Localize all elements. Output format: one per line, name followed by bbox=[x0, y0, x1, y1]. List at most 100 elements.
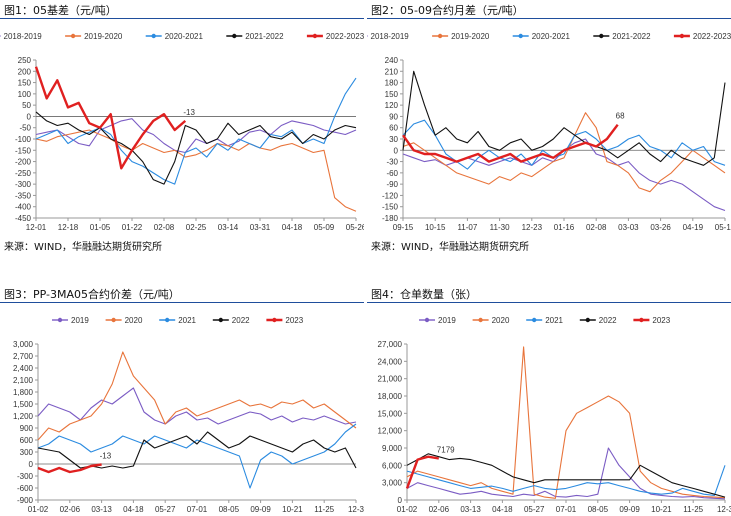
x-tick-label: 01-16 bbox=[554, 223, 575, 232]
y-tick-label: 250 bbox=[18, 56, 32, 65]
line-chart: -900 -600 -300 0 300 600 900 1,200 1,500 1,800 2,1… bbox=[13, 316, 364, 514]
legend-label: 2020-2021 bbox=[532, 32, 571, 41]
legend-item: 2018-2019 bbox=[367, 32, 409, 41]
x-tick-label: 09-09 bbox=[250, 505, 271, 514]
series-line bbox=[37, 423, 357, 489]
legend-label: 2022-2023 bbox=[326, 32, 364, 41]
line-chart: -450 -400 -350 -300 -250 -200 -150 -100 -50 0 50 10… bbox=[0, 32, 364, 232]
x-tick-label: 12-18 bbox=[58, 223, 79, 232]
legend-label: 2021 bbox=[545, 316, 563, 325]
y-tick-label: 2,700 bbox=[13, 352, 34, 361]
y-tick-label: -400 bbox=[15, 203, 32, 212]
y-tick-label: 30 bbox=[389, 135, 398, 144]
y-tick-label: -180 bbox=[382, 214, 399, 223]
x-tick-label: 05-27 bbox=[155, 505, 176, 514]
data-label: -13 bbox=[100, 452, 112, 461]
y-tick-label: 12,000 bbox=[378, 427, 403, 436]
y-tick-label: 1,800 bbox=[13, 388, 34, 397]
y-tick-label: 27,000 bbox=[378, 340, 403, 349]
y-tick-label: 90 bbox=[389, 112, 398, 121]
x-tick-label: 11-30 bbox=[490, 223, 510, 232]
x-tick-label: 08-05 bbox=[219, 505, 240, 514]
series-line bbox=[35, 118, 357, 154]
series-line bbox=[402, 70, 726, 166]
x-tick-label: 03-26 bbox=[650, 223, 671, 232]
line-chart: -180 -150 -120 -90 -60 -30 0 30 60 90 120 150 180 210… bbox=[367, 32, 731, 232]
legend-label: 2022 bbox=[599, 316, 617, 325]
legend-marker bbox=[437, 33, 443, 39]
x-tick-label: 07-01 bbox=[556, 505, 577, 514]
x-tick-label: 07-01 bbox=[187, 505, 208, 514]
legend-marker bbox=[518, 33, 523, 39]
legend-item: 2019-2020 bbox=[65, 32, 123, 41]
legend-marker bbox=[272, 317, 277, 323]
legend-item: 2019 bbox=[52, 316, 89, 325]
x-tick-label: 05-09 bbox=[314, 223, 335, 232]
legend-item: 2020-2021 bbox=[512, 32, 571, 41]
y-tick-label: 200 bbox=[18, 67, 32, 76]
chart-panel-3: 图3：PP-3MA05合约价差（元/吨） -900 -600 -300 0 300 600… bbox=[0, 284, 364, 516]
legend-item: 2022 bbox=[579, 316, 617, 325]
legend-item: 2021-2022 bbox=[226, 32, 284, 41]
legend-label: 2023 bbox=[652, 316, 670, 325]
series-line bbox=[37, 431, 357, 469]
y-tick-label: -600 bbox=[17, 484, 34, 493]
y-tick-label: -300 bbox=[17, 472, 34, 481]
y-tick-label: -200 bbox=[15, 158, 32, 167]
legend-item: 2022 bbox=[212, 316, 250, 325]
y-tick-label: -120 bbox=[382, 191, 399, 200]
series-line bbox=[37, 463, 102, 474]
legend-label: 2020 bbox=[492, 316, 510, 325]
x-tick-label: 01-02 bbox=[28, 505, 49, 514]
legend-item: 2023 bbox=[633, 316, 671, 325]
y-tick-label: 3,000 bbox=[13, 340, 34, 349]
x-tick-label: 12-23 bbox=[522, 223, 543, 232]
y-tick-label: 2,100 bbox=[13, 376, 34, 385]
x-tick-label: 02-06 bbox=[60, 505, 81, 514]
y-tick-label: 0 bbox=[27, 112, 32, 121]
x-tick-label: 02-08 bbox=[154, 223, 175, 232]
x-tick-label: 02-08 bbox=[586, 223, 607, 232]
legend-item: 2019 bbox=[419, 316, 456, 325]
y-tick-label: 15,000 bbox=[378, 409, 403, 418]
chart-title: 图2：05-09合约月差（元/吨） bbox=[371, 4, 524, 17]
legend-label: 2018-2019 bbox=[4, 32, 43, 41]
chart-panel-1: 图1：05基差（元/吨） -450 -400 -350 -300 -250 -200 -15… bbox=[0, 0, 364, 256]
y-tick-label: 0 bbox=[29, 460, 34, 469]
series-line bbox=[34, 66, 187, 170]
legend-item: 2020-2021 bbox=[145, 32, 204, 41]
y-tick-label: 2,400 bbox=[13, 364, 34, 373]
x-tick-label: 03-31 bbox=[250, 223, 271, 232]
legend-item: 2020 bbox=[472, 316, 510, 325]
x-tick-label: 10-15 bbox=[425, 223, 446, 232]
legend-marker bbox=[679, 33, 685, 39]
x-tick-label: 01-05 bbox=[90, 223, 111, 232]
series-line bbox=[406, 465, 726, 496]
series-line bbox=[405, 455, 440, 489]
legend-marker bbox=[232, 33, 237, 39]
y-tick-label: -450 bbox=[15, 214, 32, 223]
x-tick-label: 12-3 bbox=[348, 505, 364, 514]
y-tick-label: -300 bbox=[15, 180, 32, 189]
data-label: -13 bbox=[183, 108, 195, 117]
chart-title: 图3：PP-3MA05合约价差（元/吨） bbox=[4, 288, 180, 301]
y-tick-label: 24,000 bbox=[378, 357, 403, 366]
legend-label: 2019 bbox=[71, 316, 89, 325]
legend-label: 2020 bbox=[125, 316, 143, 325]
line-chart: 0 3,000 6,000 9,000 12,000 15,000 18,000 21,000… bbox=[378, 316, 731, 514]
title-rule bbox=[0, 18, 364, 19]
x-tick-label: 04-18 bbox=[282, 223, 303, 232]
legend-item: 2020 bbox=[105, 316, 143, 325]
y-tick-label: 600 bbox=[20, 436, 34, 445]
x-tick-label: 09-15 bbox=[393, 223, 414, 232]
legend-label: 2019-2020 bbox=[84, 32, 123, 41]
series-line bbox=[37, 351, 357, 441]
x-tick-label: 04-19 bbox=[683, 223, 704, 232]
x-tick-label: 02-06 bbox=[429, 505, 450, 514]
legend-item: 2021 bbox=[159, 316, 197, 325]
y-tick-label: 100 bbox=[18, 90, 32, 99]
series-line bbox=[37, 387, 357, 425]
y-tick-label: 9,000 bbox=[382, 444, 403, 453]
series-line bbox=[35, 129, 357, 212]
series-line bbox=[402, 123, 619, 163]
